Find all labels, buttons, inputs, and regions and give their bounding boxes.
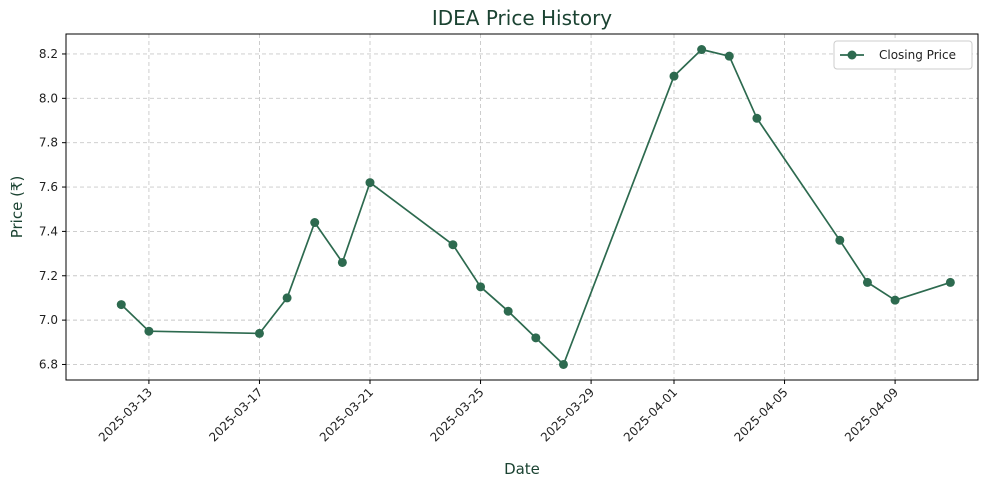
series-line (120, 48, 951, 366)
data-point (945, 277, 955, 287)
x-axis-title: Date (504, 460, 540, 478)
data-point (365, 178, 375, 188)
y-tick-label: 7.4 (39, 224, 58, 238)
data-point (862, 277, 872, 287)
data-point (724, 51, 734, 61)
x-tick-label: 2025-04-09 (842, 385, 901, 444)
x-tick-label: 2025-04-05 (731, 385, 790, 444)
y-axis-title: Price (₹) (8, 176, 26, 239)
y-tick-label: 7.6 (39, 180, 58, 194)
legend-point-marker (847, 50, 857, 60)
data-point (531, 333, 541, 343)
data-point (144, 326, 154, 336)
grid (66, 34, 978, 380)
y-tick-label: 8.2 (39, 47, 58, 61)
data-point (310, 218, 320, 228)
data-point (890, 295, 900, 305)
data-point (669, 71, 679, 81)
chart-title: IDEA Price History (432, 6, 612, 30)
plot-area (65, 33, 979, 381)
x-tick-label: 2025-04-01 (621, 385, 680, 444)
x-tick-label: 2025-03-25 (427, 385, 486, 444)
data-point (752, 113, 762, 123)
series-layer (116, 45, 955, 369)
legend-label: Closing Price (879, 48, 956, 62)
x-tick-label: 2025-03-21 (317, 385, 376, 444)
y-tick-label: 6.8 (39, 357, 58, 371)
data-point (503, 306, 513, 316)
x-tick-label: 2025-03-13 (96, 385, 155, 444)
legend: Closing Price (833, 40, 973, 70)
data-point (337, 257, 347, 267)
data-point (835, 235, 845, 245)
y-tick-label: 7.0 (39, 313, 58, 327)
legend-box (833, 40, 973, 70)
data-point (116, 300, 126, 310)
data-point (282, 293, 292, 303)
axes: 6.8 7.0 7.2 7.4 7.6 7.8 8.0 8.2 2025-03-13 2025-0… (39, 47, 901, 444)
data-point (558, 359, 568, 369)
data-point (254, 328, 264, 338)
y-tick-label: 7.8 (39, 136, 58, 150)
data-point (476, 282, 486, 292)
data-point (697, 45, 707, 55)
y-tick-label: 7.2 (39, 269, 58, 283)
x-tick-label: 2025-03-17 (206, 385, 265, 444)
x-tick-label: 2025-03-29 (538, 385, 597, 444)
y-tick-label: 8.0 (39, 91, 58, 105)
data-point (448, 240, 458, 250)
